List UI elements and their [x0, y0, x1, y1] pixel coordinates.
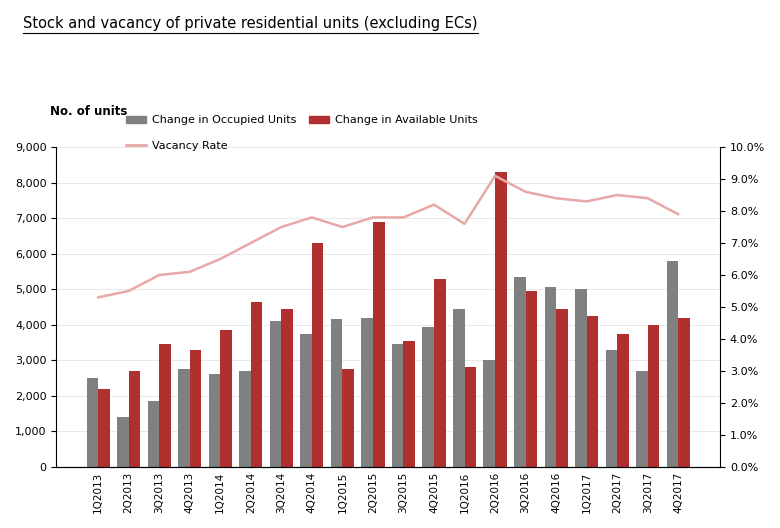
Bar — [575, 289, 587, 467]
Bar — [647, 325, 659, 467]
Bar — [117, 417, 129, 467]
Bar — [465, 367, 476, 467]
Bar — [361, 318, 373, 467]
Bar — [129, 371, 140, 467]
Bar — [312, 243, 324, 467]
Bar — [526, 291, 537, 467]
Bar — [667, 261, 679, 467]
Bar — [636, 371, 647, 467]
Bar — [300, 334, 312, 467]
Bar — [178, 369, 190, 467]
Bar — [453, 309, 465, 467]
Bar — [220, 330, 232, 467]
Bar — [87, 378, 98, 467]
Bar — [147, 401, 159, 467]
Bar — [605, 350, 617, 467]
Bar — [282, 309, 293, 467]
Bar — [423, 326, 434, 467]
Bar — [556, 309, 568, 467]
Bar — [208, 374, 220, 467]
Bar — [159, 344, 171, 467]
Text: No. of units: No. of units — [50, 106, 127, 118]
Bar — [331, 319, 342, 467]
Legend: Vacancy Rate: Vacancy Rate — [122, 137, 232, 156]
Bar — [495, 172, 507, 467]
Bar — [587, 316, 598, 467]
Bar — [251, 301, 262, 467]
Bar — [392, 344, 403, 467]
Bar — [270, 321, 282, 467]
Bar — [98, 389, 110, 467]
Bar — [342, 369, 354, 467]
Bar — [373, 222, 385, 467]
Bar — [617, 334, 629, 467]
Bar — [679, 318, 690, 467]
Text: Stock and vacancy of private residential units (excluding ECs): Stock and vacancy of private residential… — [23, 16, 478, 31]
Bar — [484, 360, 495, 467]
Bar — [190, 350, 201, 467]
Bar — [514, 277, 526, 467]
Bar — [239, 371, 251, 467]
Bar — [403, 341, 415, 467]
Bar — [434, 279, 445, 467]
Bar — [544, 287, 556, 467]
